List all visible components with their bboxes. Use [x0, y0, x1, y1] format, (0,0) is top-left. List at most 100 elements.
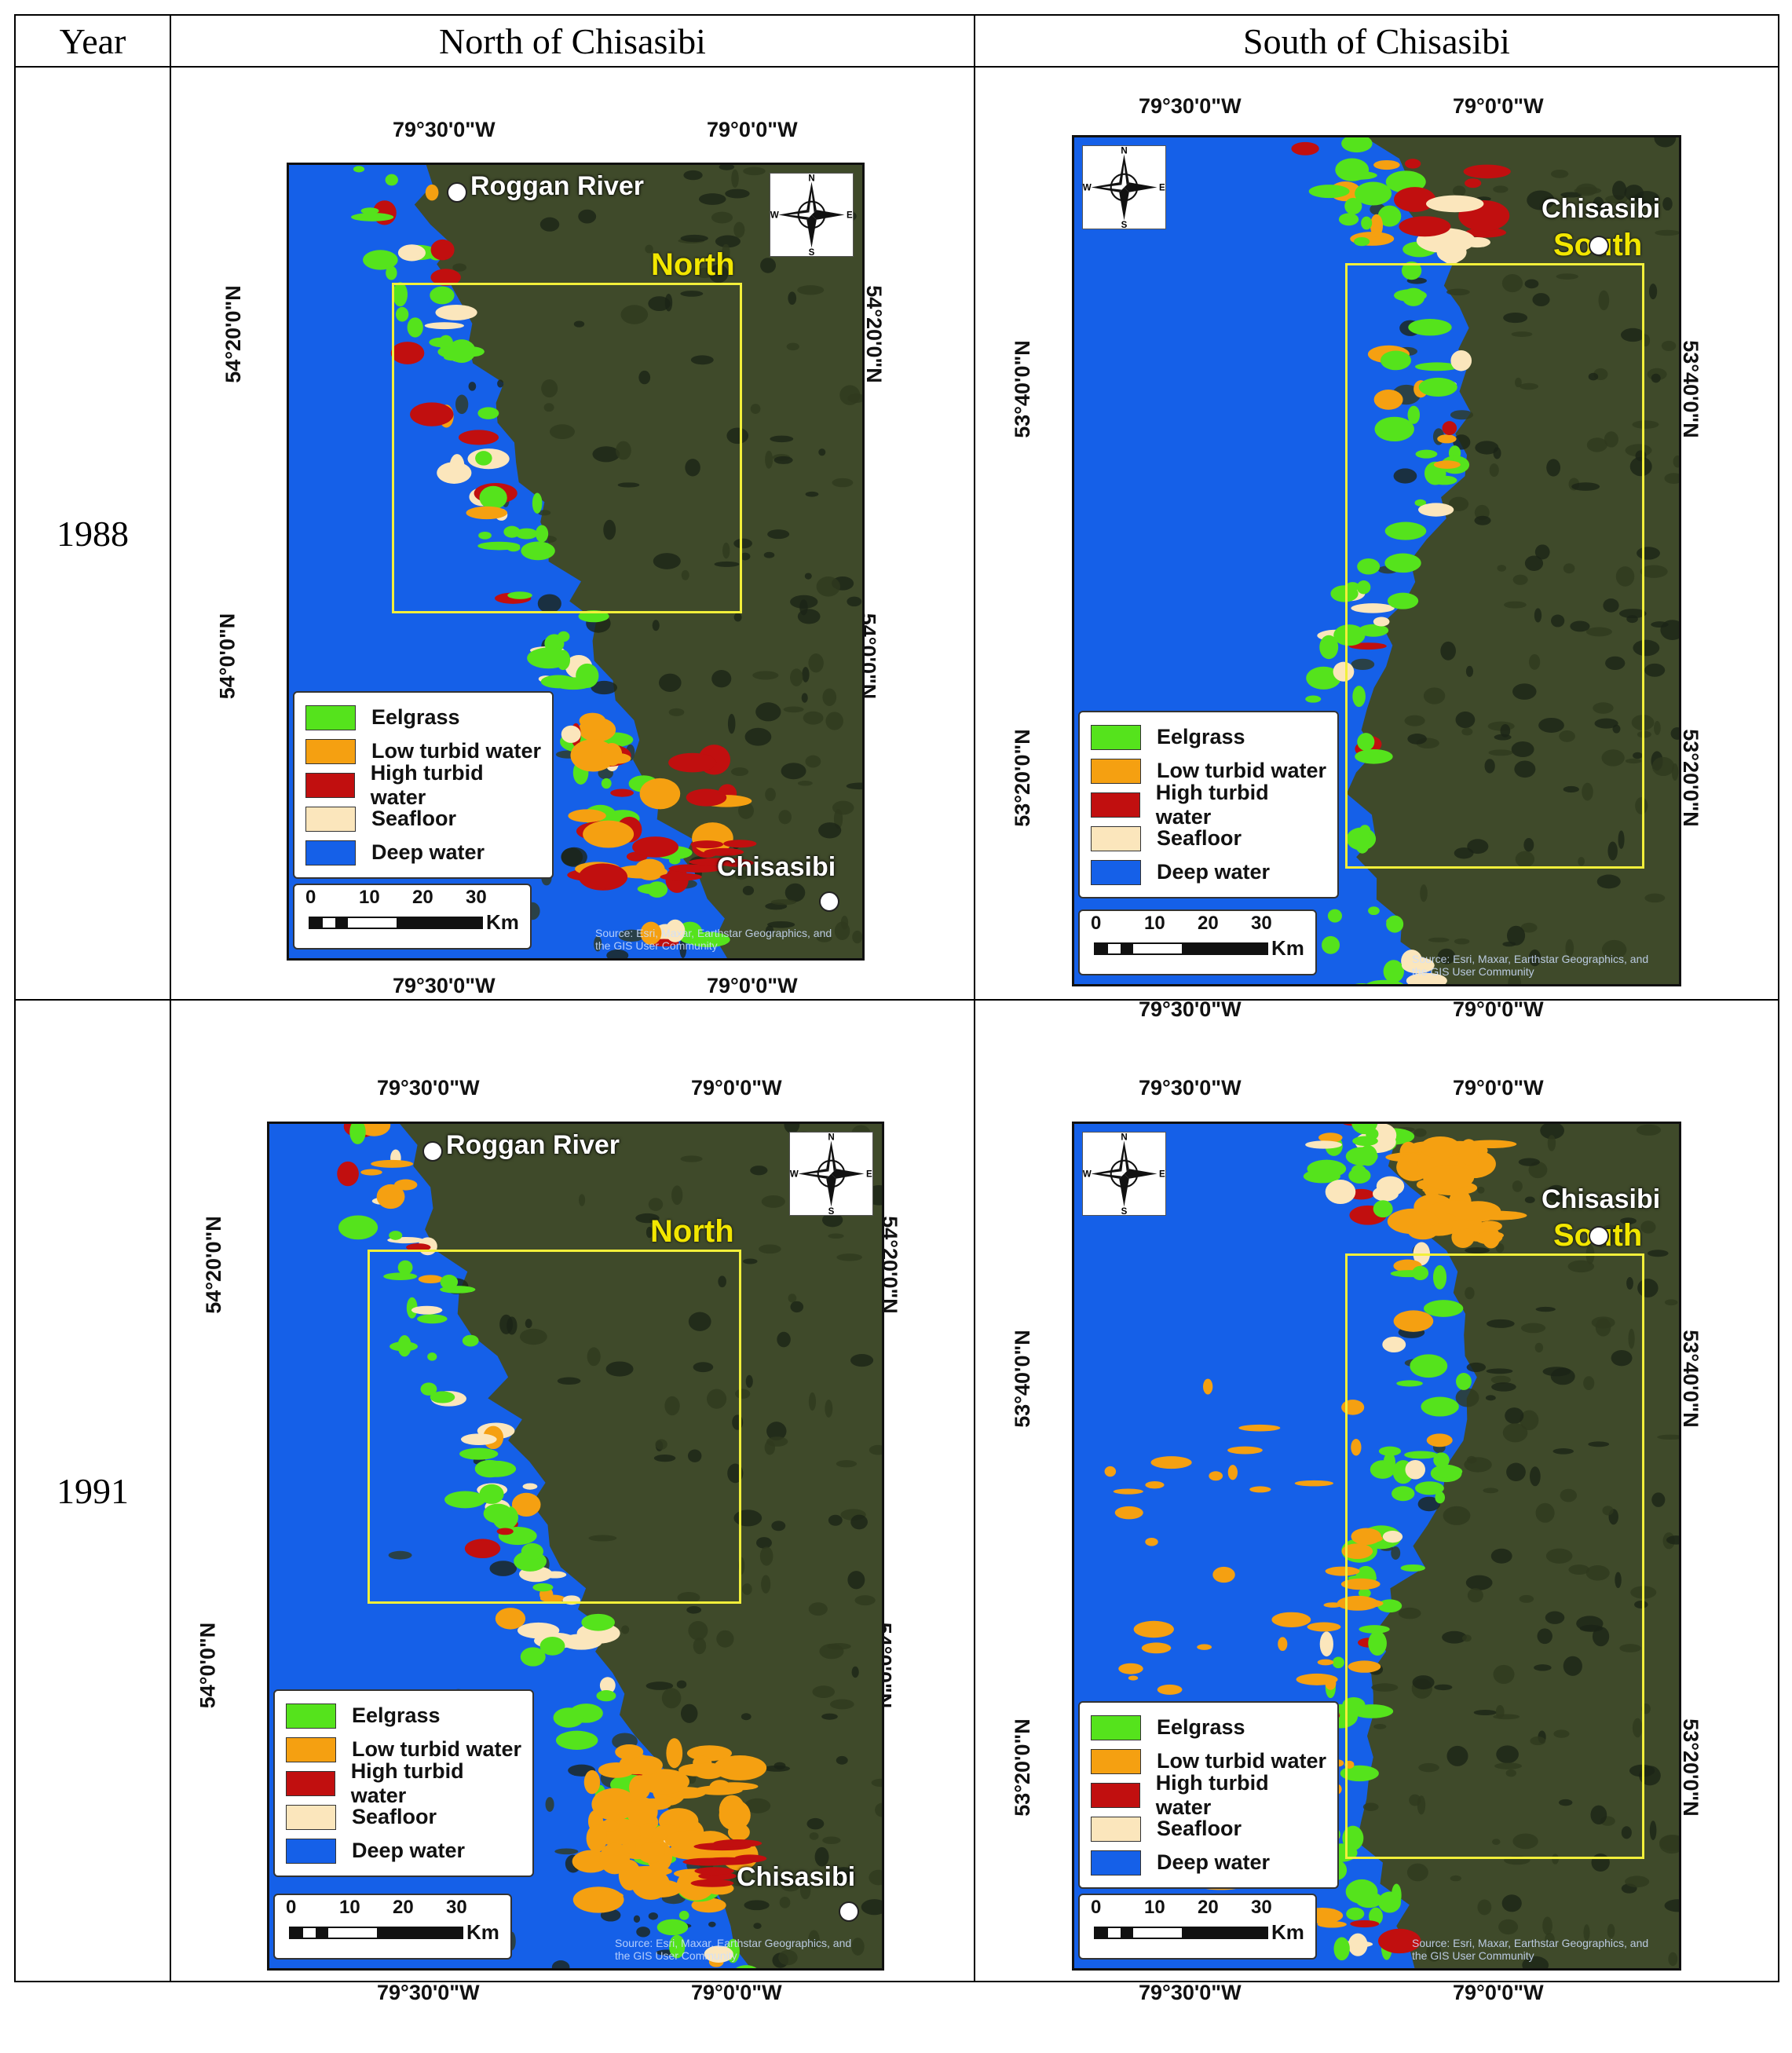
legend-label: Deep water [352, 1839, 466, 1862]
map-legend: Eelgrass Low turbid water High turbid wate… [1078, 1701, 1339, 1889]
legend-label: High turbid water [350, 1758, 464, 1807]
study-area-box [1345, 1253, 1644, 1859]
svg-text:E: E [866, 1170, 872, 1180]
legend-item: Eelgrass [1091, 1711, 1326, 1744]
header-south: South of Chisasibi [974, 14, 1779, 68]
svg-text:W: W [1083, 1170, 1092, 1180]
scale-tick: 0 [1091, 913, 1102, 934]
location-marker [422, 1141, 443, 1162]
north-arrow-icon: N S E W [1082, 145, 1166, 229]
lon-label-east: 79°0'0"W [691, 1076, 782, 1100]
north-arrow-icon: N S E W [770, 173, 854, 257]
scale-tick: 10 [339, 1897, 360, 1918]
basemap-credit: Source: Esri, Maxar, Earthstar Geographi… [1412, 1937, 1649, 1962]
north-arrow-icon: N S E W [1082, 1132, 1166, 1216]
svg-text:E: E [1159, 184, 1165, 193]
year-1988: 1988 [14, 66, 171, 1001]
scale-unit: Km [486, 910, 519, 934]
legend-label: Eelgrass [1157, 1715, 1245, 1739]
svg-text:W: W [770, 211, 779, 221]
legend-label: High turbid water [1155, 1770, 1269, 1819]
legend-item: High turbid water [286, 1759, 521, 1807]
legend-item: Eelgrass [1091, 720, 1326, 754]
scale-bar: 0 10 20 30 Km [293, 884, 532, 950]
legend-item: Deep water [1091, 1846, 1326, 1879]
lon-label-east: 79°0'0"W [707, 118, 798, 141]
legend-swatch [1091, 1850, 1141, 1876]
lon-label-west: 79°30'0"W [1139, 1981, 1242, 2004]
lon-label-west: 79°30'0"W [1139, 94, 1242, 118]
svg-text:E: E [1159, 1170, 1165, 1180]
svg-text:S: S [1121, 1207, 1128, 1215]
lon-label-east: 79°0'0"W [1453, 1076, 1544, 1100]
lon-label-west: 79°30'0"W [377, 1981, 480, 2004]
scale-unit: Km [1271, 936, 1304, 960]
scale-tick: 20 [1198, 913, 1219, 934]
legend-swatch [305, 704, 356, 730]
legend-label: Deep water [1157, 860, 1271, 884]
legend-swatch [305, 738, 356, 764]
legend-swatch [1091, 724, 1141, 750]
legend-swatch [305, 806, 356, 832]
legend-swatch [1091, 758, 1141, 784]
legend-swatch [305, 840, 356, 865]
legend-item: Low turbid water [286, 1733, 521, 1766]
legend-item: Low turbid water [1091, 1744, 1326, 1778]
north-arrow-icon: N S E W [789, 1132, 873, 1216]
legend-swatch [1091, 792, 1140, 818]
study-area-box [368, 1250, 741, 1604]
map-frame: South Chisasibi N S E W Eelgrass [1072, 1122, 1681, 1971]
legend-swatch [286, 1838, 336, 1864]
study-area-box [392, 283, 742, 613]
legend-item: Low turbid water [305, 734, 541, 768]
legend-item: Seafloor [286, 1800, 521, 1834]
legend-label: Eelgrass [352, 1704, 441, 1727]
legend-label: Low turbid water [371, 739, 541, 763]
basemap-credit: Source: Esri, Maxar, Earthstar Geographi… [595, 927, 832, 952]
lat-label: 53°20'0"N [1678, 729, 1702, 827]
legend-swatch [1091, 1816, 1141, 1842]
legend-swatch [1091, 1782, 1140, 1808]
svg-text:S: S [809, 248, 815, 256]
lat-label: 53°40'0"N [1678, 1330, 1702, 1428]
study-area-box [1345, 263, 1644, 869]
svg-text:N: N [1121, 1133, 1127, 1142]
legend-label: Seafloor [352, 1805, 437, 1828]
legend-label: High turbid water [1155, 780, 1269, 829]
scale-tick: 30 [466, 887, 487, 908]
map-frame: North Roggan River N S E W Eelgr [287, 163, 865, 961]
classification-raster [269, 1124, 882, 1968]
legend-label: High turbid water [370, 760, 484, 809]
scale-tick: 20 [412, 887, 433, 908]
basemap-credit: Source: Esri, Maxar, Earthstar Geographi… [1412, 953, 1649, 978]
lon-label-east: 79°0'0"W [1453, 1981, 1544, 2004]
header-year: Year [14, 14, 171, 68]
lat-label: 53°40'0"N [1010, 340, 1034, 438]
scale-tick: 30 [446, 1897, 467, 1918]
legend-swatch [1091, 825, 1141, 851]
lat-label: 53°20'0"N [1678, 1718, 1702, 1817]
legend-swatch [1091, 859, 1141, 885]
lat-label: 54°0'0"N [215, 613, 240, 700]
legend-label: Eelgrass [1157, 725, 1245, 748]
legend-swatch [286, 1770, 335, 1796]
header-north: North of Chisasibi [170, 14, 975, 68]
lat-label: 54°0'0"N [196, 1622, 220, 1709]
lon-label-east: 79°0'0"W [1453, 94, 1544, 118]
location-marker [447, 182, 467, 203]
place-label: Chisasibi [737, 1862, 856, 1892]
svg-text:S: S [828, 1207, 835, 1215]
legend-swatch [1091, 1748, 1141, 1774]
lon-label-west: 79°30'0"W [377, 1076, 480, 1100]
legend-label: Seafloor [371, 807, 457, 830]
svg-text:N: N [828, 1133, 834, 1142]
legend-swatch [1091, 1714, 1141, 1740]
legend-swatch [305, 772, 355, 798]
legend-label: Deep water [371, 840, 485, 864]
lat-label: 54°20'0"N [221, 285, 245, 383]
svg-text:N: N [1121, 146, 1127, 156]
scale-tick: 20 [1198, 1897, 1219, 1918]
location-marker [1589, 1226, 1609, 1246]
lat-label: 54°20'0"N [201, 1216, 225, 1314]
svg-text:W: W [1083, 184, 1092, 193]
